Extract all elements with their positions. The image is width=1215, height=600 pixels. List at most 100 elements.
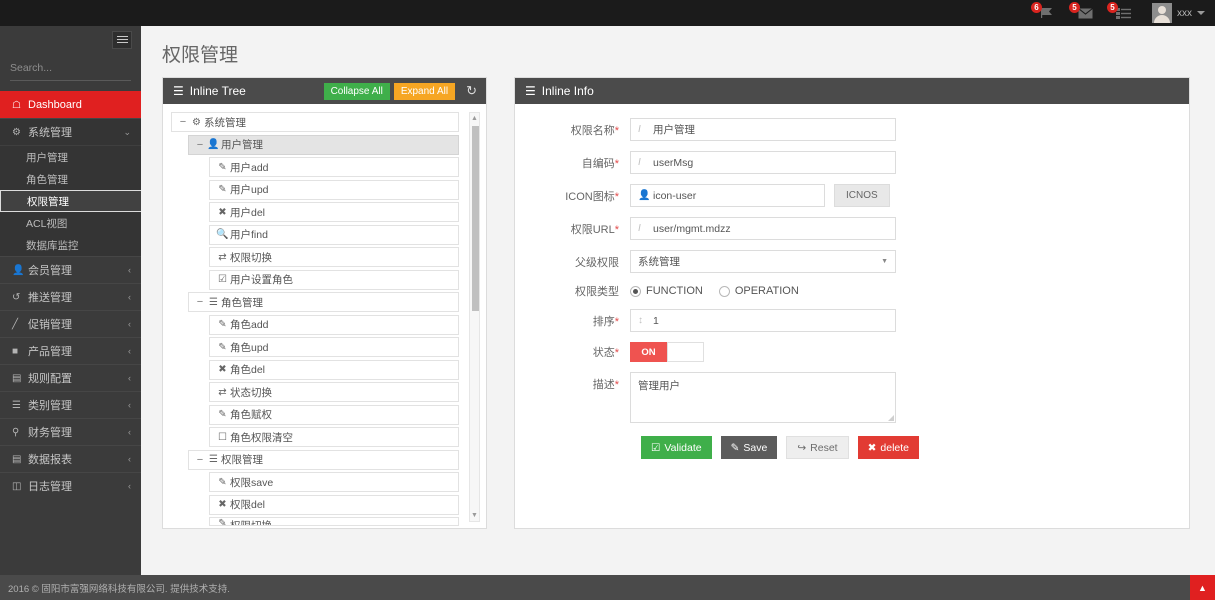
tree-node[interactable]: − 👤 用户管理 (188, 134, 459, 155)
user-menu[interactable]: xxx (1152, 3, 1209, 23)
field-control: ↕ 1 (630, 309, 1189, 332)
tree-scrollbar[interactable]: ▲ ▼ (469, 112, 480, 522)
chevron-left-icon: ‹ (128, 346, 131, 356)
gears-icon: ⚙ (192, 116, 201, 128)
sidebar-item-label: 数据报表 (28, 454, 72, 466)
tree-node[interactable]: ⇄ 状态切换 (209, 382, 459, 402)
list-icon: ☰ (12, 399, 21, 411)
code-input[interactable]: I userMsg (630, 151, 896, 174)
field-row-type: 权限类型 FUNCTION OPERATION (515, 283, 1189, 299)
tree-node-label: 角色赋权 (230, 409, 272, 421)
tree-node[interactable]: ☑ 用户设置角色 (209, 269, 459, 290)
tree-node[interactable]: ✎ 角色赋权 (209, 404, 459, 425)
sidebar-item-log-mgmt[interactable]: ◫ 日志管理 ‹ (0, 472, 141, 499)
sidebar-item-label: Dashboard (28, 99, 82, 111)
caret-up-icon[interactable]: ▲ (471, 115, 478, 122)
sidebar-item-member-mgmt[interactable]: 👤 会员管理 ‹ (0, 256, 141, 283)
tree-node-label: 系统管理 (204, 116, 246, 129)
refresh-icon[interactable]: ↻ (463, 83, 480, 99)
scroll-to-top-button[interactable]: ▲ (1190, 575, 1215, 600)
chevron-left-icon: ‹ (128, 454, 131, 464)
icon-name-input[interactable]: 👤 icon-user (630, 184, 825, 207)
description-textarea[interactable]: 管理用户 (630, 372, 896, 423)
sidebar-item-role-mgmt[interactable]: 角色管理 (0, 168, 141, 190)
tree-node[interactable]: − ☰ 角色管理 (188, 292, 459, 312)
search-icon: 🔍 (216, 229, 229, 240)
validate-button[interactable]: ☑ Validate (641, 436, 712, 459)
sidebar-item-finance-mgmt[interactable]: ⚲ 财务管理 ‹ (0, 418, 141, 445)
sidebar-item-system-mgmt[interactable]: ⚙ 系统管理 ⌄ (0, 118, 141, 145)
toggle-knob (667, 342, 704, 362)
radio-operation[interactable]: OPERATION (718, 285, 799, 297)
save-button[interactable]: ✎ Save (720, 436, 778, 459)
sitemap-icon: ☰ (525, 84, 536, 98)
top-bar: 6 5 5 xxx (0, 0, 1215, 26)
sidebar-item-user-mgmt[interactable]: 用户管理 (0, 146, 141, 168)
tree-node[interactable]: − ⚙ 系统管理 (171, 112, 459, 132)
tree-node[interactable]: − ☰ 权限管理 (188, 449, 459, 470)
sort-icon: ↕ (638, 315, 643, 326)
required-marker: * (614, 157, 619, 170)
search-box[interactable]: 🔍 (10, 55, 159, 81)
minus-icon[interactable]: − (196, 296, 204, 308)
tasks-badge: 5 (1107, 2, 1118, 13)
exchange-icon: ⇄ (218, 251, 227, 263)
field-row-parent: 父级权限 系统管理 ▼ (515, 250, 1189, 273)
sidebar-item-dashboard[interactable]: ☖ Dashboard (0, 91, 148, 118)
caret-down-icon[interactable]: ▼ (471, 512, 478, 519)
tree-node[interactable]: ✎ 权限切换 (209, 517, 459, 526)
expand-all-button[interactable]: Expand All (393, 82, 456, 100)
sidebar-item-promotion-mgmt[interactable]: ╱ 促销管理 ‹ (0, 310, 141, 337)
tree-node[interactable]: 🔍 用户find (209, 224, 459, 245)
sidebar-item-product-mgmt[interactable]: ■ 产品管理 ‹ (0, 337, 141, 364)
field-label: 描述* (515, 372, 630, 392)
hamburger-icon[interactable] (112, 30, 132, 49)
status-toggle[interactable]: ON (630, 342, 704, 362)
tasks-icon[interactable]: 5 (1107, 2, 1134, 21)
icons-picker-button[interactable]: ICNOS (834, 184, 890, 207)
times-icon: ✖ (218, 499, 227, 510)
sidebar-item-label: 会员管理 (28, 265, 72, 277)
input-value: user/mgmt.mdzz (653, 222, 731, 235)
permission-url-input[interactable]: I user/mgmt.mdzz (630, 217, 896, 240)
parent-permission-select[interactable]: 系统管理 ▼ (630, 250, 896, 273)
delete-button[interactable]: ✖ delete (857, 436, 920, 459)
sidebar-item-category-mgmt[interactable]: ☰ 类别管理 ‹ (0, 391, 141, 418)
sidebar-item-push-mgmt[interactable]: ↺ 推送管理 ‹ (0, 283, 141, 310)
tree-node[interactable]: ✖ 权限del (209, 494, 459, 515)
flag-icon[interactable]: 6 (1031, 2, 1058, 21)
tree-node[interactable]: ✎ 权限save (209, 472, 459, 492)
minus-icon[interactable]: − (196, 138, 204, 151)
sidebar-item-label: 规则配置 (28, 373, 72, 385)
pencil-icon: ✎ (218, 161, 227, 173)
required-marker: * (614, 315, 619, 328)
collapse-all-button[interactable]: Collapse All (323, 82, 390, 100)
sidebar-item-db-monitor[interactable]: 数据库监控 (0, 234, 141, 256)
tree-node[interactable]: ⇄ 权限切换 (209, 247, 459, 267)
tree-node[interactable]: ☐ 角色权限清空 (209, 427, 459, 447)
tree-node[interactable]: ✎ 用户upd (209, 179, 459, 200)
tree-node[interactable]: ✖ 用户del (209, 202, 459, 222)
minus-icon[interactable]: − (179, 116, 187, 128)
sidebar-item-rule-config[interactable]: ▤ 规则配置 ‹ (0, 364, 141, 391)
field-row-order: 排序* ↕ 1 (515, 309, 1189, 332)
tree-node-label: 用户add (230, 161, 269, 174)
tree-node[interactable]: ✖ 角色del (209, 359, 459, 380)
minus-icon[interactable]: − (196, 453, 204, 466)
order-input[interactable]: ↕ 1 (630, 309, 896, 332)
toggle-on-label: ON (630, 342, 667, 362)
gears-icon: ⚙ (12, 126, 21, 138)
scrollbar-thumb[interactable] (472, 126, 479, 311)
permission-name-input[interactable]: I 用户管理 (630, 118, 896, 141)
tree-node[interactable]: ✎ 角色upd (209, 337, 459, 357)
sidebar-item-data-report[interactable]: ▤ 数据报表 ‹ (0, 445, 141, 472)
tree-node[interactable]: ✎ 用户add (209, 157, 459, 177)
envelope-icon[interactable]: 5 (1069, 2, 1096, 21)
tree-node[interactable]: ✎ 角色add (209, 314, 459, 335)
search-input[interactable] (10, 61, 145, 74)
sidebar-item-acl-view[interactable]: ACL视图 (0, 212, 141, 234)
chevron-down-icon: ⌄ (123, 126, 131, 137)
radio-function[interactable]: FUNCTION (630, 285, 703, 297)
sidebar-item-label: 推送管理 (28, 292, 72, 304)
reset-button[interactable]: ↪ Reset (786, 436, 849, 459)
